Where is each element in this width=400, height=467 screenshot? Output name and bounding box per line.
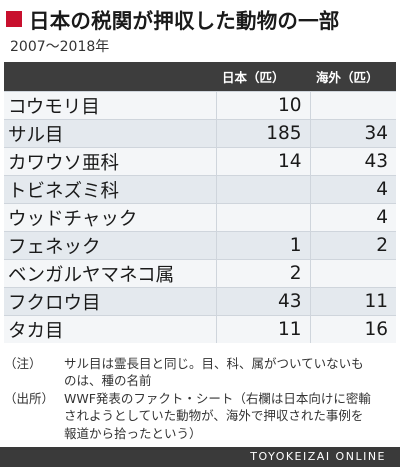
footer-brand: TOYOKEIZAI ONLINE	[250, 450, 386, 463]
page-subtitle: 2007〜2018年	[10, 39, 110, 55]
title-row: 日本の税関が押収した動物の一部	[6, 5, 340, 33]
table-row: カワウソ亜科 14 43	[4, 147, 396, 176]
table-header-row: 日本（匹） 海外（匹）	[4, 62, 396, 92]
japan-count: 185	[215, 119, 311, 148]
animal-name: サル目	[4, 119, 216, 148]
column-header-japan: 日本（匹）	[216, 62, 310, 92]
note-text: サル目は霊長目と同じ。目、科、属がついていないものは、種の名前	[64, 356, 364, 389]
note-source: （出所） WWF発表のファクト・シート（右欄は日本向けに密輸されようとしていた動…	[4, 390, 374, 442]
japan-count: 11	[215, 315, 311, 343]
animal-name: フェネック	[4, 231, 216, 260]
table-row: トビネズミ科 4	[4, 175, 396, 204]
column-header-overseas: 海外（匹）	[310, 62, 396, 92]
overseas-count: 11	[310, 287, 396, 316]
overseas-count: 2	[310, 231, 396, 260]
table-row: サル目 185 34	[4, 119, 396, 148]
japan-count: 10	[215, 91, 311, 120]
note-text: WWF発表のファクト・シート（右欄は日本向けに密輸されようとしていた動物が、海外…	[64, 390, 371, 441]
table-row: フェネック 1 2	[4, 231, 396, 260]
overseas-count: 34	[310, 119, 396, 148]
animal-name: コウモリ目	[4, 91, 216, 120]
overseas-count: 43	[310, 147, 396, 176]
overseas-count: 4	[310, 203, 396, 232]
table-row: タカ目 11 16	[4, 315, 396, 343]
overseas-count	[310, 259, 396, 288]
overseas-count: 16	[310, 315, 396, 343]
japan-count: 43	[215, 287, 311, 316]
table-row: ベンガルヤマネコ属 2	[4, 259, 396, 288]
animal-name: ベンガルヤマネコ属	[4, 259, 216, 288]
note-tag: （注）	[4, 356, 42, 371]
animal-name: タカ目	[4, 315, 216, 343]
notes: （注） サル目は霊長目と同じ。目、科、属がついていないものは、種の名前 （出所）…	[4, 355, 374, 442]
title-accent-square	[6, 11, 22, 27]
table-row: フクロウ目 43 11	[4, 287, 396, 316]
table-row: コウモリ目 10	[4, 91, 396, 120]
overseas-count	[310, 91, 396, 120]
note-caution: （注） サル目は霊長目と同じ。目、科、属がついていないものは、種の名前	[4, 355, 374, 390]
seizure-table: 日本（匹） 海外（匹） コウモリ目 10 サル目 185 34 カワウソ亜科 1…	[4, 62, 396, 343]
footer-bar: TOYOKEIZAI ONLINE	[0, 447, 400, 467]
note-tag: （出所）	[4, 390, 55, 406]
japan-count	[215, 175, 311, 204]
animal-name: トビネズミ科	[4, 175, 216, 204]
page-title: 日本の税関が押収した動物の一部	[29, 9, 340, 33]
japan-count	[215, 203, 311, 232]
animal-name: フクロウ目	[4, 287, 216, 316]
animal-name: カワウソ亜科	[4, 147, 216, 176]
column-header-animal	[4, 62, 216, 92]
overseas-count: 4	[310, 175, 396, 204]
japan-count: 14	[215, 147, 311, 176]
japan-count: 1	[215, 231, 311, 260]
japan-count: 2	[215, 259, 311, 288]
animal-name: ウッドチャック	[4, 203, 216, 232]
table-row: ウッドチャック 4	[4, 203, 396, 232]
